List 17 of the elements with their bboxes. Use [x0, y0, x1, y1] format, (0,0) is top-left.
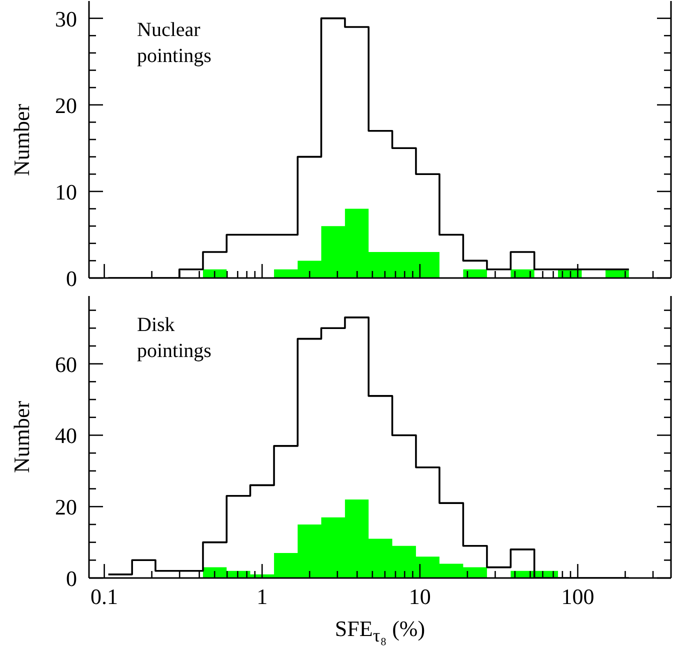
y-tick-label: 60 — [55, 352, 77, 377]
y-tick-label: 40 — [55, 423, 77, 448]
y-tick-label: 20 — [55, 92, 77, 118]
y-tick-label: 20 — [55, 494, 77, 520]
x-axis-title: SFE$_{τ₈}$ (%) — [334, 616, 426, 646]
x-tick-label: 100 — [561, 584, 594, 609]
x-tick-label: 0.1 — [90, 584, 118, 609]
y-axis-title: Number — [9, 103, 35, 176]
y-axis-title: Number — [9, 400, 35, 474]
y-tick-label: 10 — [55, 179, 77, 204]
annotation: Nuclear pointings — [137, 18, 212, 69]
y-tick-label: 0 — [66, 566, 77, 591]
annotation: Disk pointings — [137, 313, 212, 364]
y-tick-label: 30 — [55, 6, 77, 32]
y-tick-label: 0 — [66, 266, 77, 291]
x-tick-label: 1 — [256, 584, 268, 609]
x-tick-label: 10 — [408, 584, 431, 609]
